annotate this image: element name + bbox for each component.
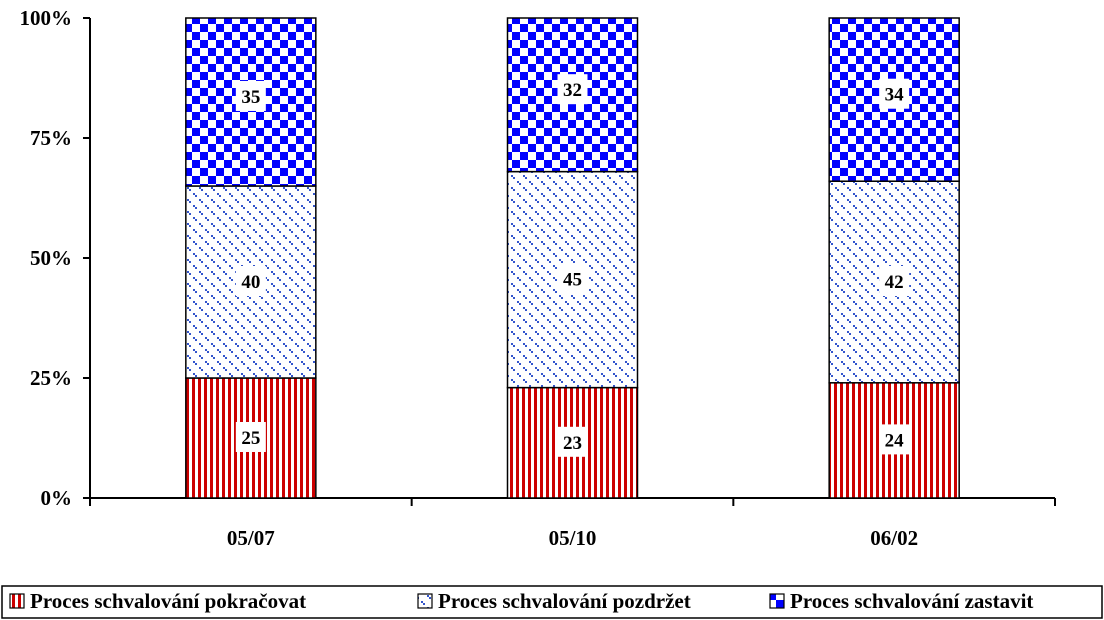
y-tick-label: 100% <box>20 6 73 30</box>
legend: Proces schvalování pokračovat Proces schv… <box>1 585 1103 619</box>
y-tick-label: 25% <box>30 366 72 390</box>
data-label-bg <box>235 422 266 452</box>
data-label: 34 <box>885 85 905 106</box>
x-tick-label: 05/07 <box>227 526 275 550</box>
y-tick-label: 0% <box>41 486 73 510</box>
data-label: 45 <box>563 270 582 291</box>
data-label-bg <box>879 78 910 109</box>
data-label: 24 <box>885 430 905 451</box>
data-label: 35 <box>241 87 260 108</box>
y-tick-label: 75% <box>30 126 72 150</box>
data-label: 42 <box>885 272 904 293</box>
data-label-bg <box>879 424 910 455</box>
data-label-bg <box>557 74 588 105</box>
y-tick-label: 50% <box>30 246 72 270</box>
legend-swatch <box>417 593 433 609</box>
legend-label: Proces schvalování pokračovat <box>30 589 306 613</box>
data-label-bg <box>235 266 266 296</box>
data-label: 23 <box>563 433 582 454</box>
bar-segment <box>506 17 639 173</box>
data-label-bg <box>235 80 266 111</box>
y-axis-ticks: 0% 25% 50% 75% 100% <box>20 6 90 510</box>
legend-label: Proces schvalování pozdržet <box>438 589 691 613</box>
x-tick-label: 05/10 <box>549 526 597 550</box>
data-label-bg <box>557 426 588 457</box>
data-label-bg <box>879 266 910 296</box>
data-labels-group: 25 40 35 23 45 32 24 42 34 <box>235 74 910 457</box>
x-tick-label: 06/02 <box>870 526 918 550</box>
legend-swatch <box>769 593 785 609</box>
legend-box <box>1 585 1103 619</box>
data-label: 32 <box>563 80 582 101</box>
data-label-bg <box>557 263 588 294</box>
data-label: 40 <box>241 272 260 293</box>
data-label: 25 <box>241 428 260 449</box>
legend-swatch <box>9 593 25 609</box>
x-axis-ticks: 05/07 05/10 06/02 <box>89 498 1056 550</box>
legend-label: Proces schvalování zastavit <box>790 589 1033 613</box>
